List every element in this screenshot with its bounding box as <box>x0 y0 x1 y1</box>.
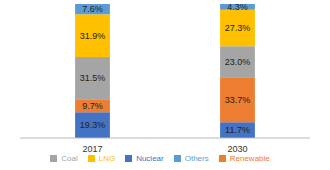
svg-text:4.3%: 4.3% <box>227 2 248 12</box>
svg-text:7.6%: 7.6% <box>82 4 103 14</box>
svg-text:2030: 2030 <box>227 144 247 154</box>
html-text:LNG: LNG <box>98 154 116 163</box>
svg-text:31.9%: 31.9% <box>80 31 106 41</box>
svg-text:11.7%: 11.7% <box>225 125 250 135</box>
html-text:Nuclear: Nuclear <box>136 154 164 163</box>
svg-text:9.7%: 9.7% <box>82 101 103 111</box>
html-text:Renewable: Renewable <box>229 154 270 163</box>
svg-text:23.0%: 23.0% <box>225 57 251 67</box>
svg-text:2017: 2017 <box>82 144 102 154</box>
svg-text:19.3%: 19.3% <box>80 120 106 130</box>
svg-text:27.3%: 27.3% <box>225 23 251 33</box>
html-text:Coal: Coal <box>61 154 78 163</box>
svg-text:33.7%: 33.7% <box>225 95 251 105</box>
svg-text:31.5%: 31.5% <box>80 73 106 83</box>
html-text:Others: Others <box>184 154 209 163</box>
